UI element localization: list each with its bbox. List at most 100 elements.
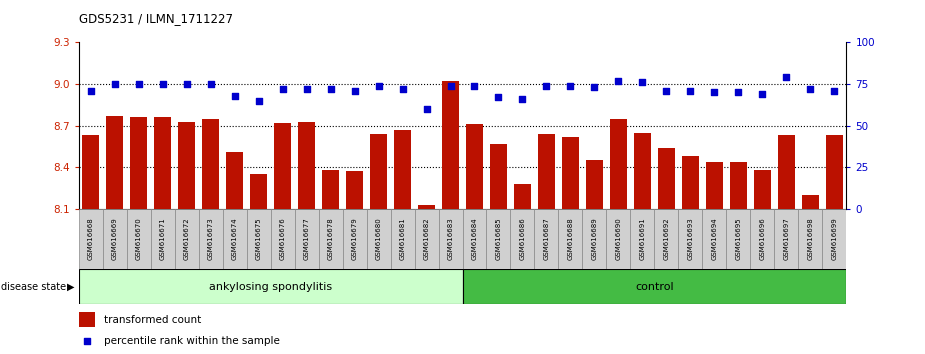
Bar — [778, 135, 795, 209]
Bar — [318, 209, 342, 269]
Bar — [774, 209, 798, 269]
Text: disease state: disease state — [1, 282, 66, 292]
Bar — [175, 209, 199, 269]
Text: GSM616686: GSM616686 — [520, 218, 525, 260]
Bar — [438, 209, 462, 269]
Text: GSM616670: GSM616670 — [136, 218, 142, 260]
Point — [275, 86, 290, 92]
Bar — [726, 209, 750, 269]
Point — [635, 80, 650, 85]
Bar — [538, 134, 555, 209]
Text: GSM616695: GSM616695 — [735, 218, 742, 260]
Bar — [414, 209, 438, 269]
Point — [179, 81, 194, 87]
Bar — [559, 209, 583, 269]
Bar — [130, 118, 147, 209]
Point — [731, 90, 746, 95]
Bar — [270, 209, 294, 269]
Bar — [466, 124, 483, 209]
Text: GSM616688: GSM616688 — [567, 218, 574, 260]
Bar — [462, 269, 846, 304]
Bar — [702, 209, 726, 269]
Point — [443, 83, 458, 88]
Bar — [346, 171, 363, 209]
Point — [228, 93, 242, 98]
Bar — [151, 209, 175, 269]
Bar — [682, 156, 698, 209]
Bar — [79, 209, 103, 269]
Text: ankylosing spondylitis: ankylosing spondylitis — [209, 282, 332, 292]
Point — [611, 78, 626, 84]
Point — [827, 88, 842, 93]
Bar — [490, 144, 507, 209]
Point — [587, 85, 602, 90]
Text: GSM616698: GSM616698 — [808, 218, 813, 260]
Point — [131, 81, 146, 87]
Text: transformed count: transformed count — [104, 315, 202, 325]
Point — [467, 83, 482, 88]
Bar — [562, 137, 579, 209]
Text: GSM616669: GSM616669 — [112, 218, 117, 260]
Bar — [298, 121, 315, 209]
Bar — [199, 209, 223, 269]
Text: GSM616675: GSM616675 — [255, 218, 262, 260]
Bar — [250, 174, 267, 209]
Bar — [607, 209, 631, 269]
Bar — [82, 135, 99, 209]
Text: GSM616679: GSM616679 — [352, 218, 358, 260]
Point — [707, 90, 722, 95]
Text: GSM616685: GSM616685 — [496, 218, 501, 260]
Bar — [822, 209, 846, 269]
Point — [755, 91, 770, 97]
Bar — [487, 209, 511, 269]
Text: GSM616671: GSM616671 — [160, 218, 166, 260]
Bar — [754, 170, 771, 209]
Bar — [610, 119, 627, 209]
Text: GSM616674: GSM616674 — [231, 218, 238, 260]
Point — [779, 75, 794, 80]
Text: percentile rank within the sample: percentile rank within the sample — [104, 336, 280, 346]
Bar — [418, 205, 435, 209]
Point — [299, 86, 314, 92]
Bar — [442, 81, 459, 209]
Bar — [366, 209, 390, 269]
Bar — [127, 209, 151, 269]
Bar — [227, 152, 243, 209]
Text: GDS5231 / ILMN_1711227: GDS5231 / ILMN_1711227 — [79, 12, 232, 25]
Bar — [631, 209, 655, 269]
Point — [107, 81, 122, 87]
Point — [683, 88, 697, 93]
Text: GSM616676: GSM616676 — [279, 218, 286, 260]
Point — [252, 98, 266, 104]
Bar — [826, 135, 843, 209]
Text: GSM616682: GSM616682 — [424, 218, 429, 260]
Text: GSM616699: GSM616699 — [832, 218, 837, 260]
Bar — [223, 209, 247, 269]
Point — [395, 86, 410, 92]
Bar — [342, 209, 366, 269]
Bar — [154, 118, 171, 209]
Bar — [750, 209, 774, 269]
Text: GSM616668: GSM616668 — [88, 218, 93, 260]
Point — [419, 106, 434, 112]
Bar — [462, 209, 487, 269]
Bar — [274, 123, 291, 209]
Bar — [79, 312, 95, 327]
Point — [83, 88, 98, 93]
Bar — [179, 121, 195, 209]
Text: GSM616687: GSM616687 — [544, 218, 549, 260]
Point — [371, 83, 386, 88]
Text: GSM616672: GSM616672 — [183, 218, 190, 260]
Text: GSM616691: GSM616691 — [639, 218, 646, 260]
Bar — [802, 195, 819, 209]
Bar — [634, 133, 651, 209]
Bar — [658, 148, 675, 209]
Point — [803, 86, 818, 92]
Text: GSM616689: GSM616689 — [591, 218, 598, 260]
Point — [155, 81, 170, 87]
Bar — [583, 209, 607, 269]
Bar — [106, 116, 123, 209]
Text: GSM616680: GSM616680 — [376, 218, 381, 260]
Bar — [655, 209, 678, 269]
Point — [659, 88, 673, 93]
